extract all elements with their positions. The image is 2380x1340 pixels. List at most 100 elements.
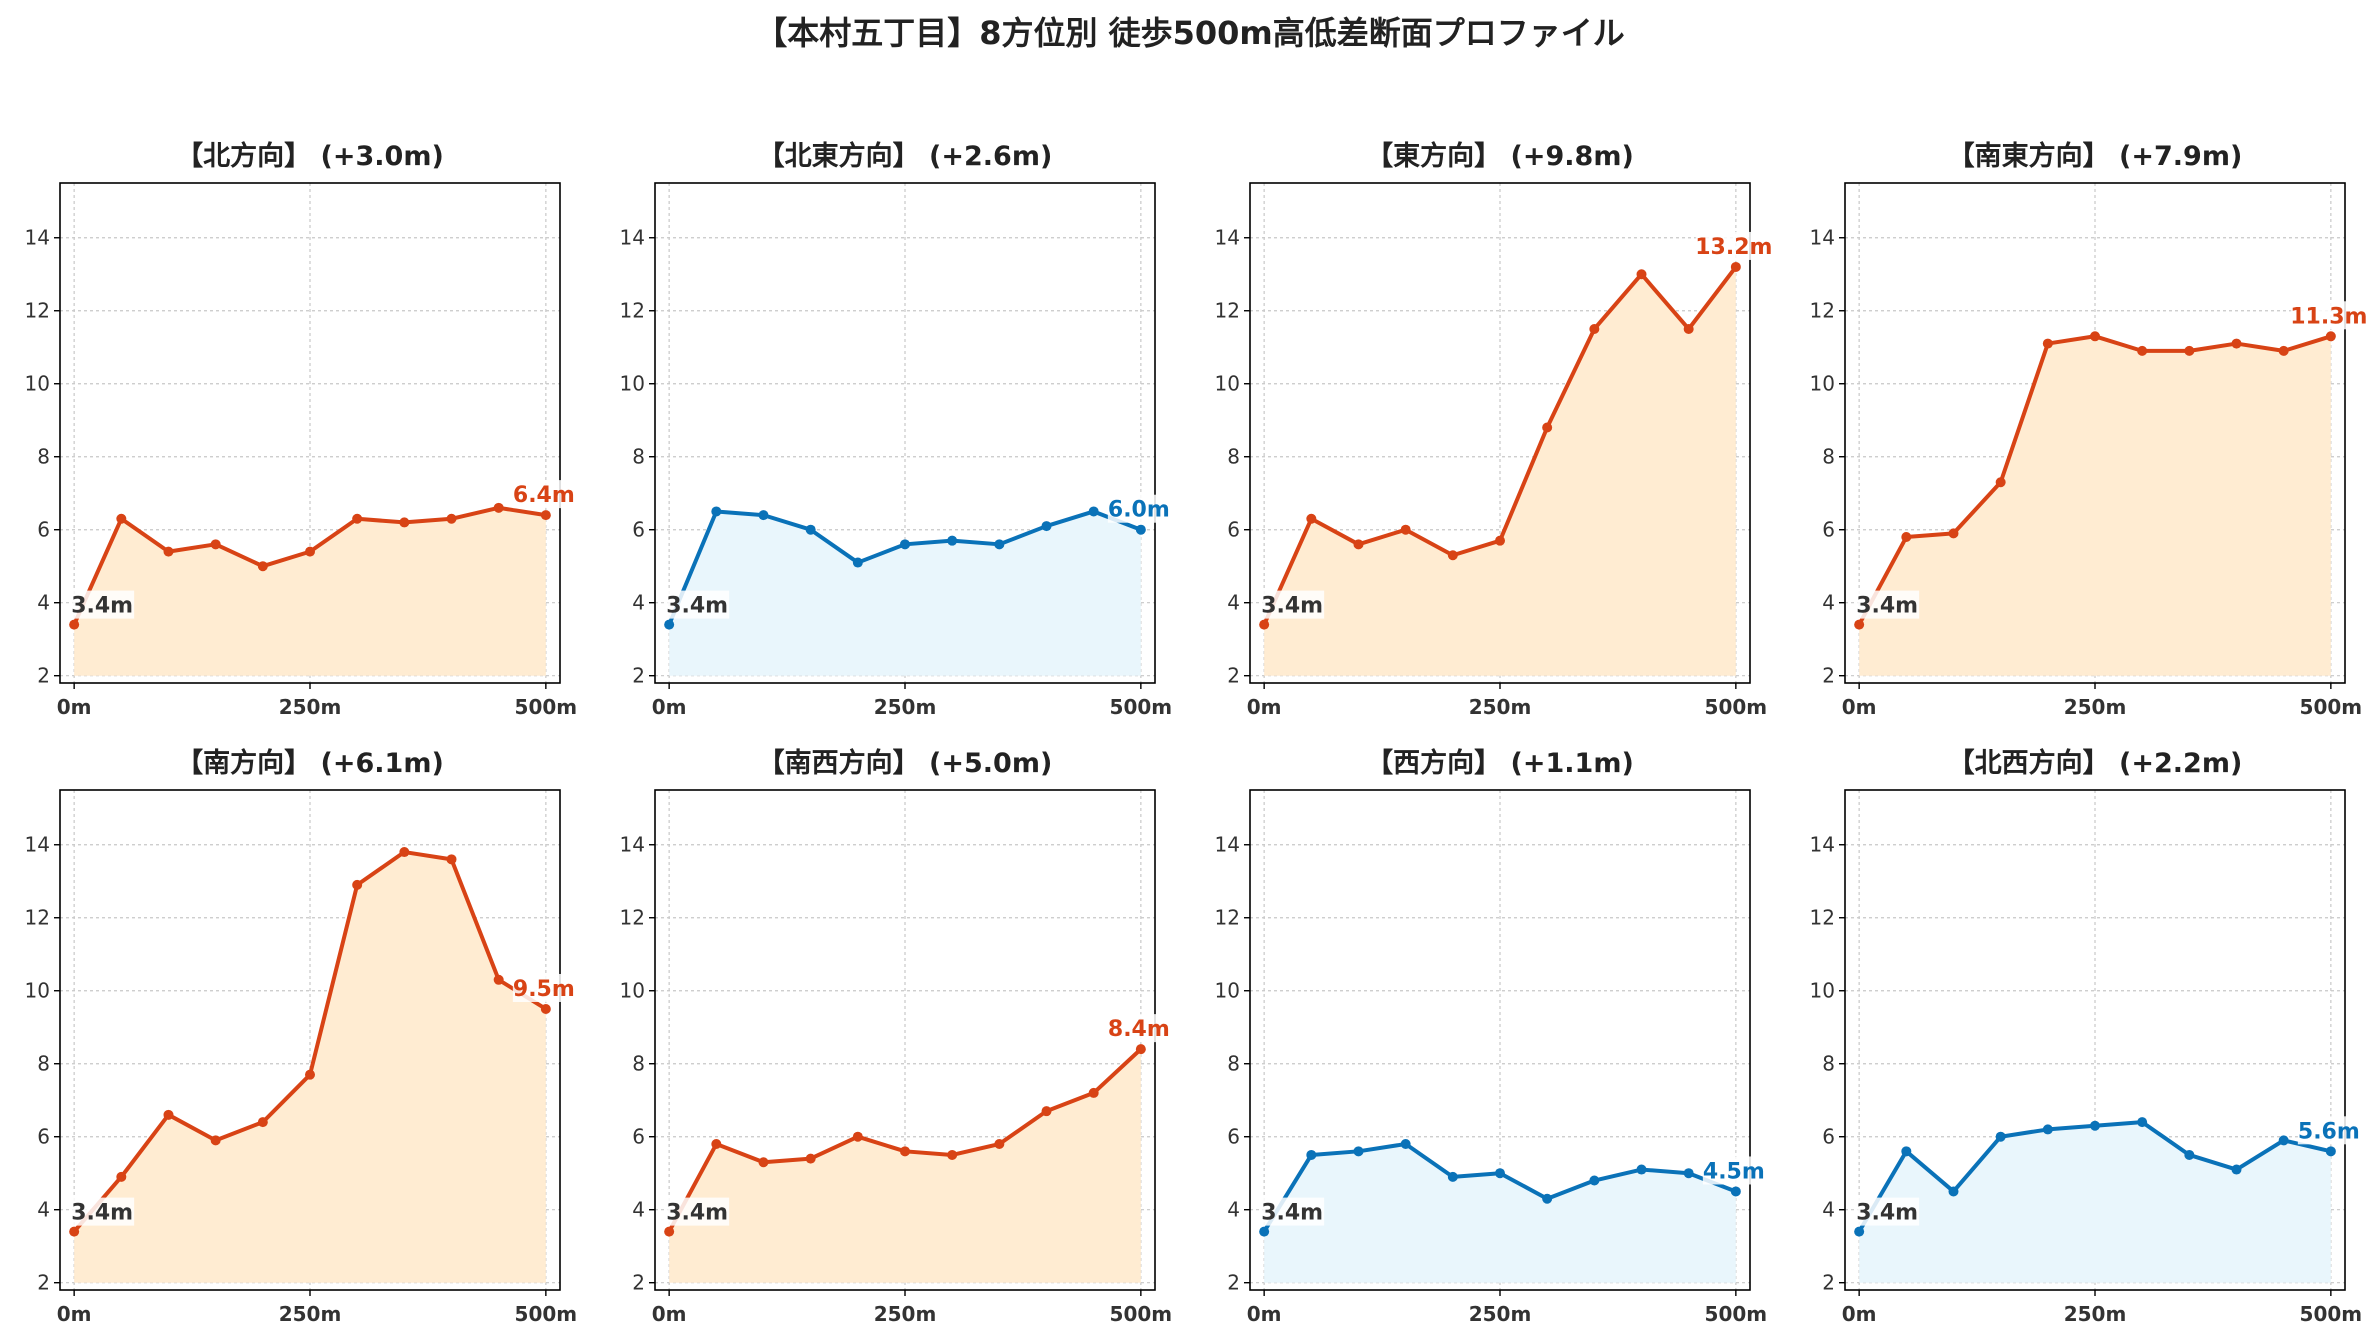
profile-point [2042, 1124, 2053, 1135]
profile-area [1264, 1144, 1736, 1283]
profile-point [446, 854, 457, 865]
end-label: 4.5m [1703, 1159, 1765, 1184]
profile-point [1353, 1146, 1364, 1157]
profile-panel: 【南東方向】 (+7.9m) 2 4 6 8 10 12 14 0m 250m 500m 3.4m 11… [1810, 140, 2368, 719]
x-tick-label: 0m [652, 695, 687, 719]
profile-area [669, 1049, 1141, 1283]
x-tick-label: 500m [2300, 1302, 2363, 1326]
y-tick-label: 8 [1822, 445, 1835, 469]
x-tick-label: 500m [515, 695, 578, 719]
profile-point [69, 1226, 80, 1237]
x-tick-label: 250m [1469, 1302, 1532, 1326]
start-label: 3.4m [71, 1201, 133, 1226]
profile-point [116, 513, 127, 524]
profile-point [758, 1157, 769, 1168]
profile-area [74, 852, 546, 1283]
profile-point [1041, 1106, 1052, 1117]
start-label-box [667, 1197, 730, 1226]
profile-point [1135, 524, 1146, 535]
end-label-box [1695, 231, 1772, 260]
profile-point [493, 974, 504, 985]
profile-point [1259, 1226, 1270, 1237]
end-label-box [1107, 494, 1170, 523]
profile-panel: 【南西方向】 (+5.0m) 2 4 6 8 10 12 14 0m 250m 500m 3.4m 8.… [620, 747, 1173, 1326]
profile-panel: 【東方向】 (+9.8m) 2 4 6 8 10 12 14 0m 250m 500m 3.4m 13.… [1215, 140, 1773, 719]
profile-point [711, 506, 722, 517]
x-tick-label: 250m [2064, 695, 2127, 719]
profile-point [305, 546, 315, 557]
y-tick-label: 10 [1215, 979, 1240, 1003]
profile-panel: 【南方向】 (+6.1m) 2 4 6 8 10 12 14 0m 250m 500m 3.4m 9.5… [25, 747, 578, 1326]
profile-point [805, 524, 816, 535]
profile-point [1730, 261, 1741, 272]
profile-point [1041, 521, 1052, 532]
profile-point [1306, 1149, 1317, 1160]
x-tick-label: 0m [57, 1302, 92, 1326]
y-tick-label: 8 [632, 445, 645, 469]
y-tick-label: 4 [632, 591, 645, 615]
end-label: 6.0m [1108, 498, 1170, 523]
profile-point [664, 619, 675, 630]
y-tick-label: 2 [37, 1271, 50, 1295]
y-tick-label: 2 [1822, 1271, 1835, 1295]
profile-point [1495, 535, 1505, 546]
y-tick-label: 4 [37, 1198, 50, 1222]
profile-point [2184, 1149, 2195, 1160]
x-tick-label: 500m [1705, 695, 1768, 719]
end-label-box [512, 480, 575, 509]
y-tick-label: 14 [1810, 226, 1835, 250]
y-tick-label: 6 [1227, 1125, 1240, 1149]
profile-point [2184, 345, 2195, 356]
y-tick-label: 2 [632, 664, 645, 688]
y-tick-label: 6 [1822, 1125, 1835, 1149]
start-label-box [72, 1197, 135, 1226]
start-label: 3.4m [1856, 594, 1918, 619]
y-tick-label: 14 [25, 833, 50, 857]
y-tick-label: 12 [1810, 299, 1835, 323]
profile-point [1854, 619, 1865, 630]
profile-point [2231, 338, 2242, 349]
profile-point [399, 847, 410, 858]
profile-point [711, 1139, 722, 1150]
y-tick-label: 8 [1227, 1052, 1240, 1076]
x-tick-label: 0m [652, 1302, 687, 1326]
y-tick-label: 6 [632, 1125, 645, 1149]
profile-point [1901, 532, 1912, 543]
profile-point [2231, 1164, 2242, 1175]
start-label: 3.4m [666, 1201, 728, 1226]
profile-point [163, 1109, 174, 1120]
x-tick-label: 0m [1247, 1302, 1282, 1326]
profile-point [900, 1146, 910, 1157]
panel-title: 【北西方向】 (+2.2m) [1948, 747, 2243, 779]
figure-title: 【本村五丁目】8方位別 徒歩500m高低差断面プロファイル [755, 14, 1625, 52]
profile-point [1447, 1171, 1458, 1182]
profile-point [1353, 539, 1364, 550]
profile-point [1730, 1186, 1741, 1197]
profile-point [1636, 1164, 1647, 1175]
panel-title: 【北東方向】 (+2.6m) [758, 140, 1053, 172]
profile-point [540, 510, 551, 521]
y-tick-label: 12 [1810, 906, 1835, 930]
profile-point [1589, 323, 1600, 334]
profile-point [805, 1153, 816, 1164]
x-tick-label: 500m [1705, 1302, 1768, 1326]
x-tick-label: 250m [1469, 695, 1532, 719]
profile-panel: 【西方向】 (+1.1m) 2 4 6 8 10 12 14 0m 250m 500m 3.4m 4.5… [1215, 747, 1768, 1326]
profile-point [1400, 524, 1411, 535]
x-tick-label: 0m [1842, 695, 1877, 719]
y-tick-label: 4 [1227, 591, 1240, 615]
y-tick-label: 2 [1227, 1271, 1240, 1295]
profile-point [540, 1003, 551, 1014]
profile-point [1088, 1087, 1099, 1098]
start-label-box [1262, 590, 1325, 619]
profile-area [1859, 336, 2331, 676]
y-tick-label: 8 [37, 1052, 50, 1076]
x-tick-label: 0m [57, 695, 92, 719]
y-tick-label: 12 [1215, 906, 1240, 930]
start-label: 3.4m [1261, 594, 1323, 619]
end-label: 11.3m [2290, 304, 2367, 329]
profile-point [1088, 506, 1099, 517]
profile-point [1400, 1139, 1411, 1150]
end-label-box [1702, 1156, 1765, 1185]
